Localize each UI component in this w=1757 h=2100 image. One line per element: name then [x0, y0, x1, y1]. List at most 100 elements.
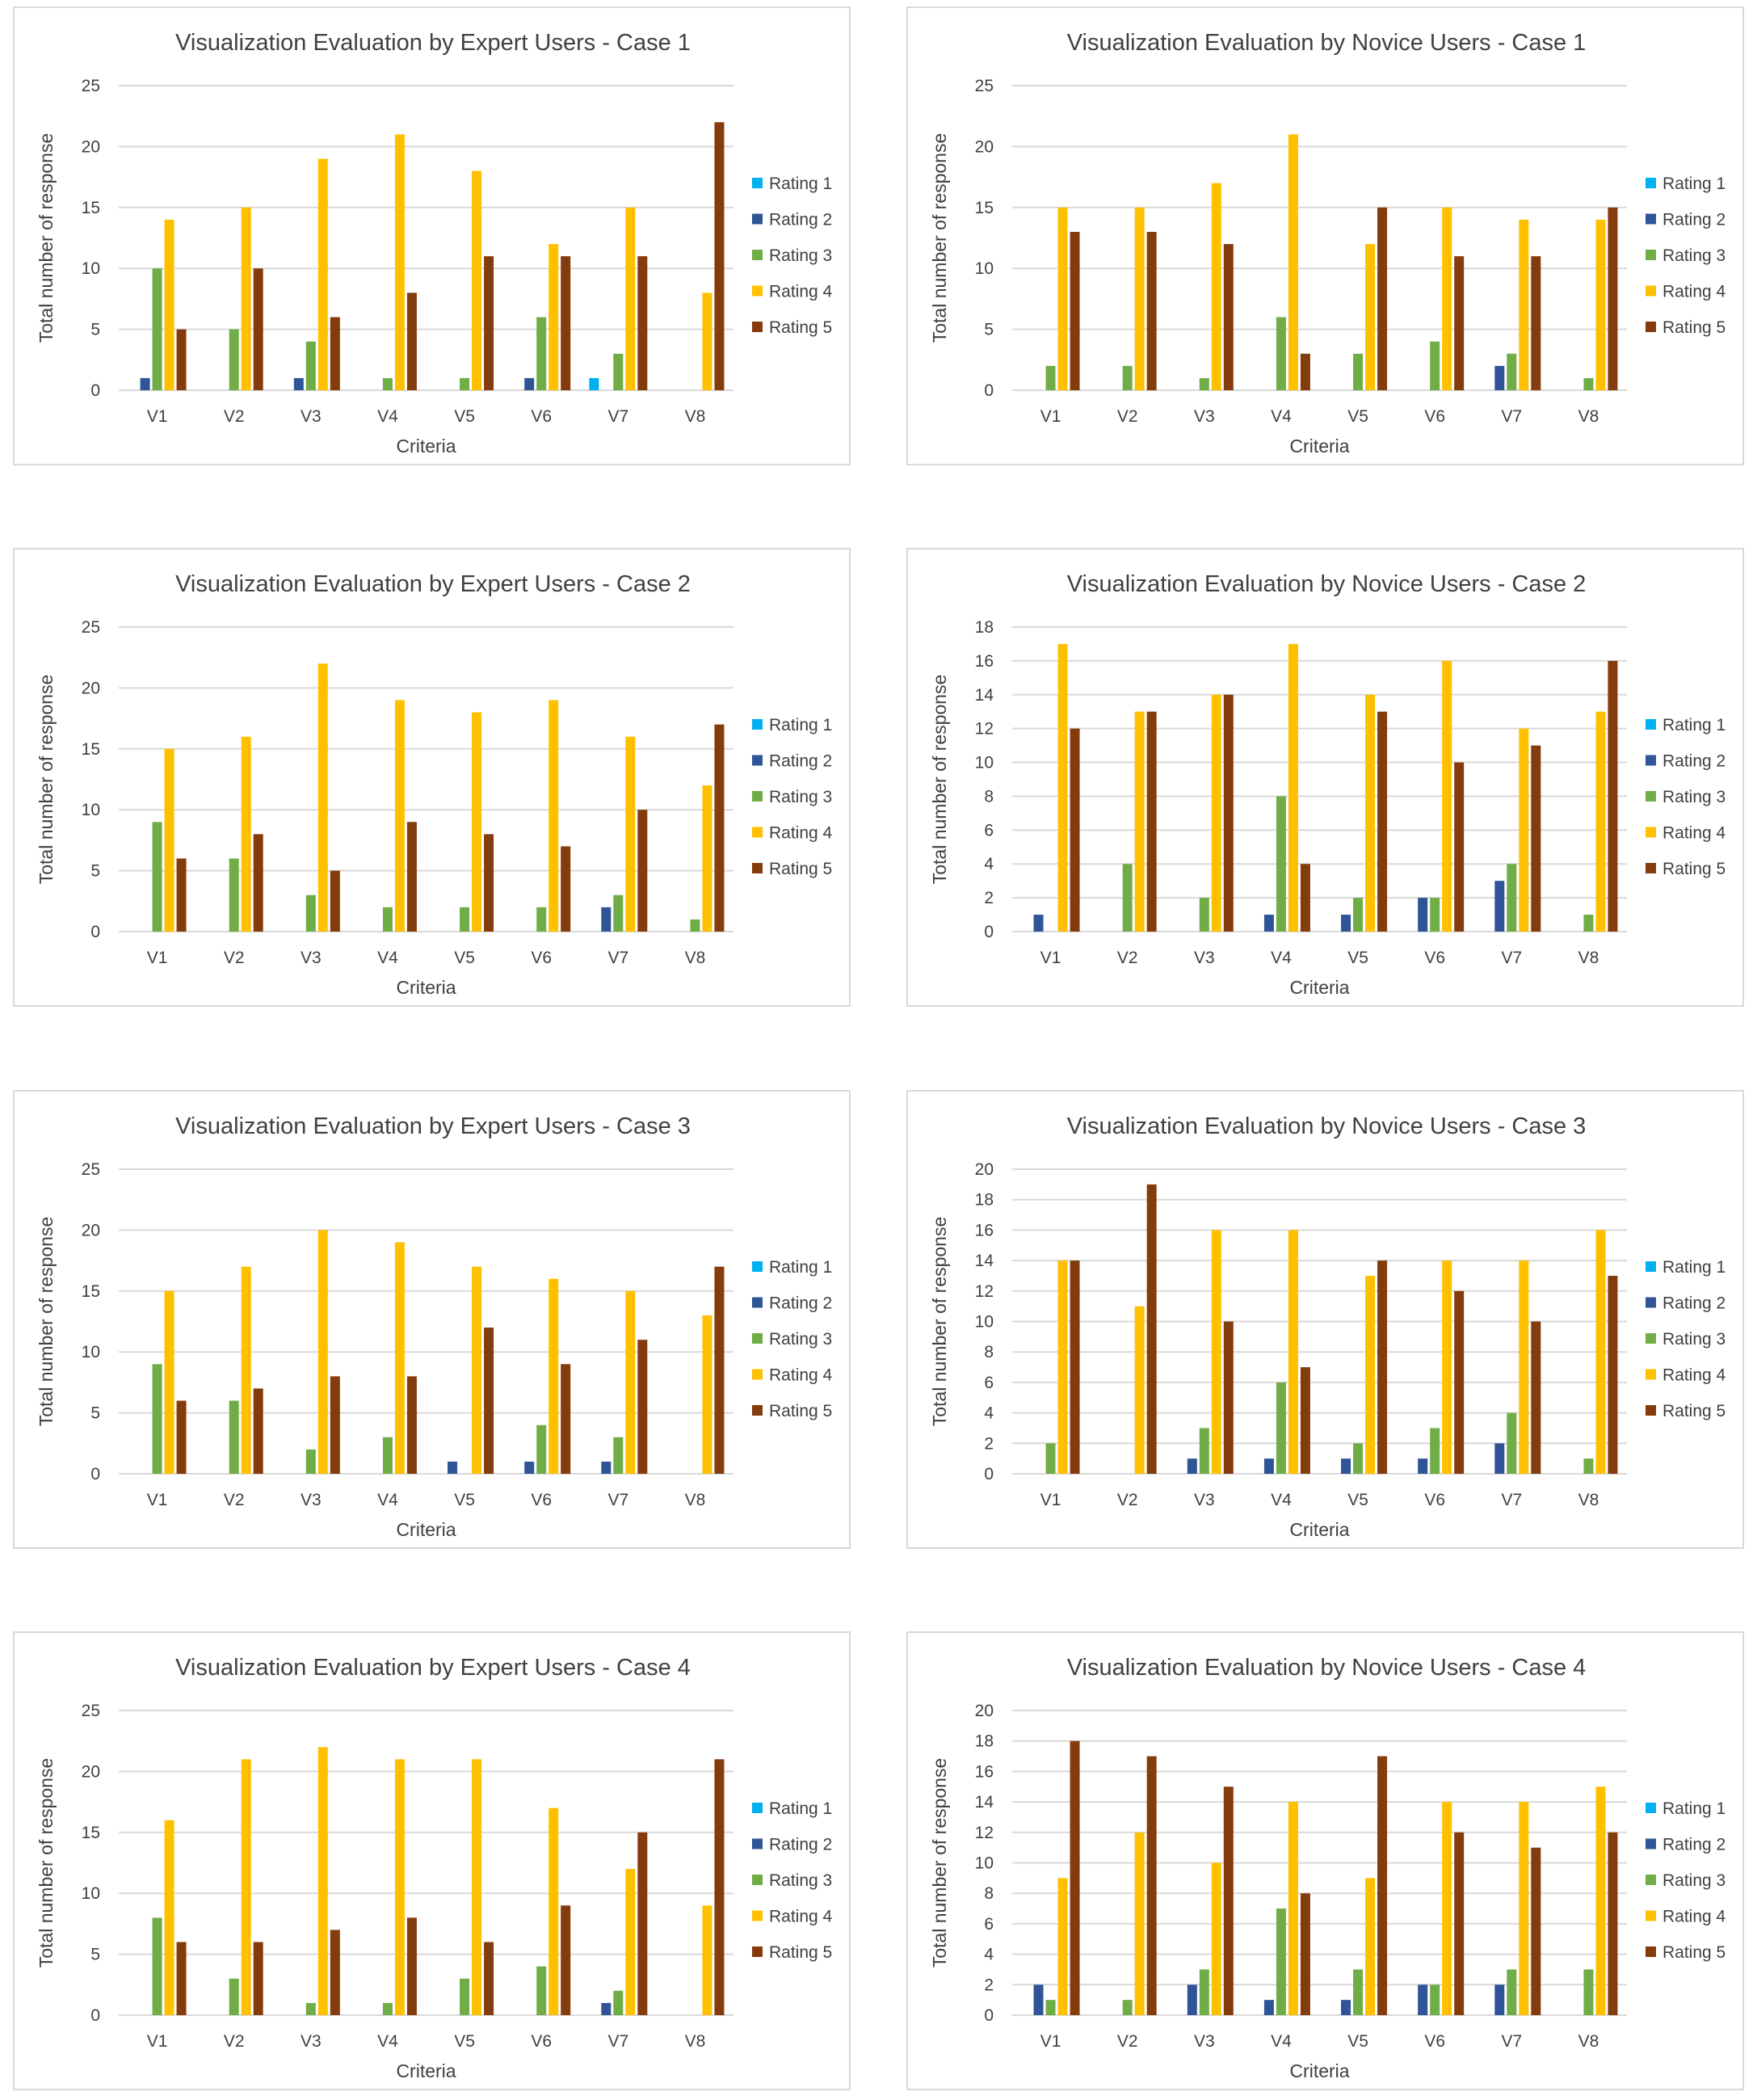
legend-entry: Rating 1: [1662, 716, 1725, 734]
legend-swatch: [752, 285, 763, 297]
y-tick-label: 2: [984, 1976, 994, 1994]
legend-entry: Rating 5: [769, 1943, 832, 1962]
y-axis-label: Total number of response: [929, 1758, 950, 1968]
bar-rating-3-v4: [382, 377, 393, 390]
bar-rating-3-v2: [1122, 365, 1133, 390]
y-tick-label: 0: [984, 1465, 994, 1483]
y-tick-label: 15: [82, 1282, 100, 1301]
legend-swatch: [752, 213, 763, 225]
bar-rating-4-v2: [1134, 1832, 1145, 2015]
y-tick-label: 4: [984, 1404, 994, 1423]
bar-rating-5-v5: [1377, 711, 1388, 932]
y-tick-label: 10: [975, 259, 994, 278]
bar-chart: Visualization Evaluation by Expert Users…: [36, 30, 833, 457]
bar-rating-4-v5: [472, 170, 482, 390]
x-tick-label: V1: [1040, 2032, 1061, 2051]
chart-title: Visualization Evaluation by Novice Users…: [1067, 1655, 1587, 1681]
x-axis-label: Criteria: [1289, 436, 1349, 457]
bar-rating-3-v2: [1122, 864, 1133, 932]
y-tick-label: 15: [975, 199, 994, 217]
bar-rating-4-v2: [241, 736, 251, 932]
bar-rating-5-v6: [561, 1905, 571, 2015]
y-tick-label: 14: [975, 1252, 994, 1270]
bar-rating-2-v5: [1341, 2000, 1351, 2015]
legend-entry: Rating 3: [769, 246, 832, 265]
legend-entry: Rating 2: [1662, 1294, 1725, 1313]
bar-rating-4-v4: [394, 1242, 405, 1474]
bar-rating-5-v4: [406, 1376, 417, 1474]
bar-rating-5-v7: [1531, 1847, 1541, 2015]
legend-swatch: [1646, 719, 1656, 730]
x-tick-label: V5: [454, 407, 475, 426]
legend-swatch: [1646, 791, 1656, 802]
bar-rating-3-v4: [1276, 317, 1286, 390]
legend-entry: Rating 4: [1662, 1908, 1726, 1926]
legend-entry: Rating 3: [769, 788, 832, 806]
x-tick-label: V7: [1501, 407, 1522, 426]
bar-rating-5-v6: [1454, 256, 1465, 390]
legend-swatch: [1646, 1946, 1656, 1957]
bar-rating-3-v6: [1430, 1984, 1440, 2015]
y-tick-label: 5: [90, 1946, 100, 1964]
legend-entry: Rating 1: [1662, 1799, 1725, 1818]
bar-rating-5-v4: [406, 1917, 417, 2015]
bar-rating-3-v4: [1276, 1909, 1286, 2015]
legend-entry: Rating 5: [1662, 1943, 1725, 1962]
legend-entry: Rating 5: [1662, 860, 1725, 878]
y-tick-label: 25: [82, 618, 100, 637]
x-tick-label: V1: [147, 949, 168, 967]
y-tick-label: 20: [82, 679, 100, 697]
legend-entry: Rating 3: [1662, 1330, 1725, 1349]
y-tick-label: 20: [975, 1160, 994, 1179]
y-tick-label: 5: [90, 862, 100, 881]
bar-rating-3-v7: [1507, 864, 1517, 932]
bar-rating-2-v7: [601, 2002, 612, 2015]
chart-panel: Visualization Evaluation by Expert Users…: [13, 1090, 851, 1549]
bar-rating-5-v4: [406, 292, 417, 390]
bar-rating-5-v1: [176, 1400, 187, 1474]
bar-rating-5-v2: [1146, 231, 1157, 390]
bar-rating-4-v6: [1442, 660, 1452, 932]
bar-rating-3-v3: [305, 894, 316, 932]
legend-swatch: [1646, 1875, 1656, 1885]
bar-rating-4-v6: [549, 244, 559, 390]
bar-rating-2-v5: [1341, 1458, 1351, 1474]
bar-rating-4-v5: [1365, 244, 1376, 390]
chart-panel: Visualization Evaluation by Novice Users…: [906, 548, 1744, 1007]
bar-rating-3-v6: [536, 1425, 547, 1474]
bar-rating-3-v8: [1583, 915, 1594, 932]
x-tick-label: V2: [224, 1491, 245, 1509]
x-tick-label: V6: [531, 2032, 552, 2051]
bar-rating-5-v2: [253, 1388, 263, 1474]
bar-rating-3-v5: [1353, 353, 1364, 390]
bar-rating-5-v5: [484, 256, 494, 390]
bar-rating-4-v4: [394, 134, 405, 390]
legend-entry: Rating 2: [1662, 211, 1725, 229]
bar-rating-5-v3: [1223, 244, 1234, 390]
bar-rating-5-v6: [561, 846, 571, 932]
bar-rating-4-v7: [1519, 1802, 1529, 2015]
bar-rating-3-v7: [613, 894, 624, 932]
bar-rating-3-v5: [1353, 1969, 1364, 2015]
legend-entry: Rating 4: [769, 1908, 833, 1926]
legend-swatch: [1646, 1838, 1656, 1850]
bar-rating-3-v1: [1045, 365, 1056, 390]
y-tick-label: 15: [82, 199, 100, 217]
y-tick-label: 12: [975, 1282, 994, 1301]
bar-rating-5-v4: [406, 822, 417, 932]
chart-title: Visualization Evaluation by Novice Users…: [1067, 1113, 1587, 1139]
bar-rating-2-v7: [1494, 1984, 1505, 2015]
chart-title: Visualization Evaluation by Expert Users…: [175, 1655, 691, 1681]
bar-rating-5-v7: [1531, 745, 1541, 932]
bar-rating-2-v6: [1418, 898, 1428, 932]
bar-rating-3-v2: [229, 1978, 239, 2015]
x-axis-label: Criteria: [1289, 977, 1349, 998]
x-tick-label: V7: [1501, 949, 1522, 967]
bar-rating-3-v6: [536, 1966, 547, 2015]
x-tick-label: V1: [147, 2032, 168, 2051]
legend-swatch: [752, 1261, 763, 1272]
x-tick-label: V3: [301, 2032, 322, 2051]
x-tick-label: V8: [685, 1491, 706, 1509]
bar-rating-4-v2: [1134, 711, 1145, 932]
y-tick-label: 18: [975, 1191, 994, 1210]
